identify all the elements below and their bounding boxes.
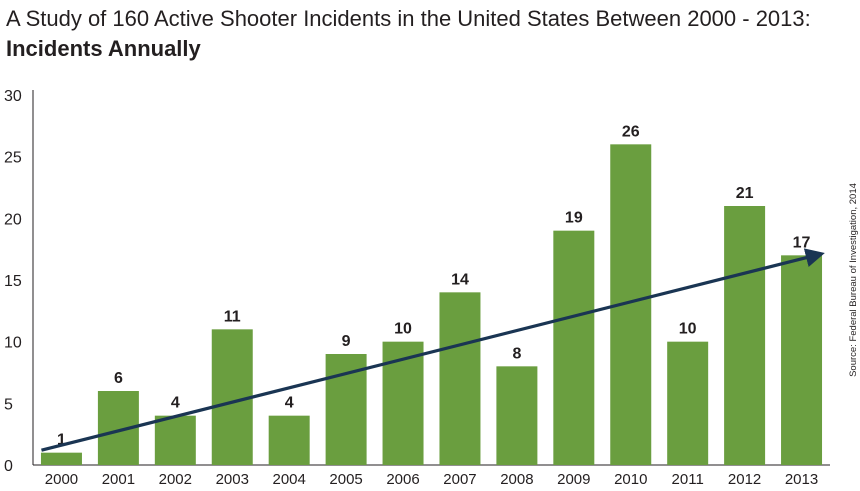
bar-2008 <box>496 366 538 465</box>
bar-2011 <box>667 341 709 465</box>
y-tick-label: 30 <box>4 88 22 105</box>
data-label-2001: 6 <box>114 370 123 387</box>
bar-2000 <box>40 452 82 465</box>
title-line-2: Incidents Annually <box>6 36 201 61</box>
data-label-2000: 1 <box>57 432 66 449</box>
y-tick-label: 0 <box>4 458 13 475</box>
data-label-2002: 4 <box>171 395 180 412</box>
data-label-2009: 19 <box>565 210 583 227</box>
data-label-2013: 17 <box>793 234 811 251</box>
x-tick-label-2000: 2000 <box>45 471 78 488</box>
chart-title: A Study of 160 Active Shooter Incidents … <box>6 4 811 64</box>
bar-2007 <box>439 292 481 465</box>
x-tick-label-2004: 2004 <box>272 471 305 488</box>
data-label-2010: 26 <box>622 123 640 140</box>
x-tick-label-2003: 2003 <box>216 471 249 488</box>
data-label-2007: 14 <box>451 271 469 288</box>
bar-2009 <box>553 230 595 465</box>
data-label-2008: 8 <box>512 345 521 362</box>
data-label-2005: 9 <box>342 333 351 350</box>
y-tick-label: 15 <box>4 273 22 290</box>
x-tick-label-2013: 2013 <box>785 471 818 488</box>
y-tick-label: 20 <box>4 211 22 228</box>
data-label-2011: 10 <box>679 321 697 338</box>
data-label-2003: 11 <box>224 308 241 325</box>
x-tick-label-2001: 2001 <box>102 471 135 488</box>
x-tick-label-2005: 2005 <box>329 471 362 488</box>
x-tick-label-2011: 2011 <box>672 471 704 488</box>
x-tick-label-2010: 2010 <box>614 471 647 488</box>
title-line-1: A Study of 160 Active Shooter Incidents … <box>6 6 811 31</box>
bar-2004 <box>268 415 310 465</box>
x-tick-label-2006: 2006 <box>386 471 419 488</box>
x-tick-label-2002: 2002 <box>159 471 192 488</box>
y-tick-label: 10 <box>4 335 22 352</box>
trend-arrow <box>41 248 825 452</box>
data-label-2012: 21 <box>736 185 754 202</box>
y-tick-label: 5 <box>4 396 13 413</box>
bar-2002 <box>154 415 196 465</box>
x-tick-label-2007: 2007 <box>443 471 476 488</box>
y-tick-label: 25 <box>4 150 22 167</box>
bar-2013 <box>781 255 823 465</box>
data-label-2006: 10 <box>394 321 412 338</box>
bar-2012 <box>724 206 766 465</box>
x-tick-label-2009: 2009 <box>557 471 590 488</box>
data-label-2004: 4 <box>285 395 294 412</box>
source-note: Source: Federal Bureau of Investigation,… <box>848 183 859 377</box>
x-tick-label-2012: 2012 <box>728 471 761 488</box>
x-tick-label-2008: 2008 <box>500 471 533 488</box>
